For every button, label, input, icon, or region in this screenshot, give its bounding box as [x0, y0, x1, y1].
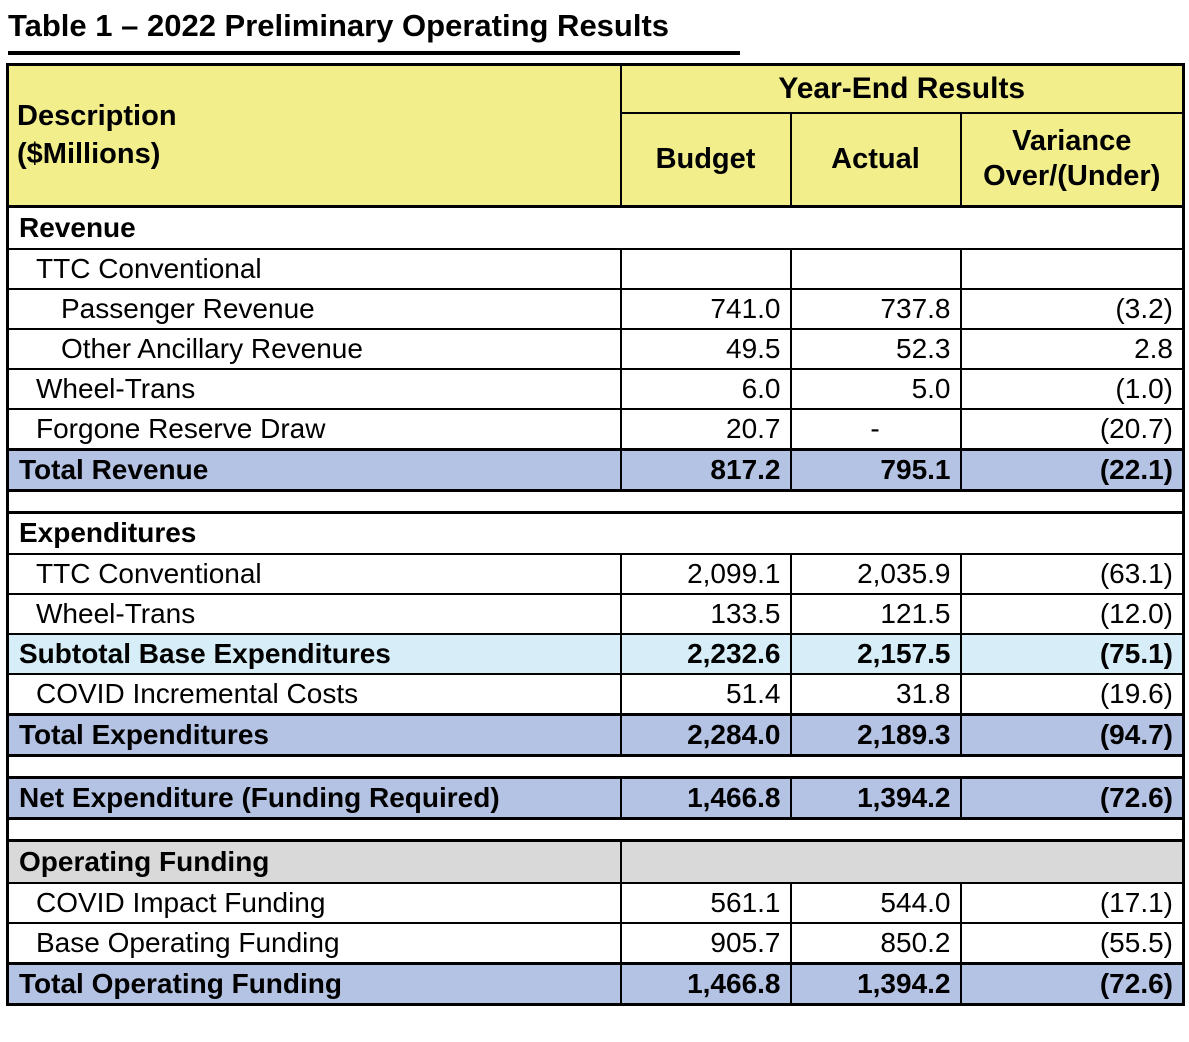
- actual-value: 795.1: [789, 447, 962, 492]
- table-row-base-operating-funding: Base Operating Funding 905.7 850.2 (55.5…: [6, 921, 1185, 964]
- variance-value: (72.6): [959, 961, 1185, 1006]
- variance-value: (72.6): [959, 776, 1185, 820]
- table-row-forgone-reserve-draw: Forgone Reserve Draw 20.7 - (20.7): [6, 407, 1185, 450]
- spacer-cell: [7, 755, 1184, 778]
- actual-value: 737.8: [789, 287, 962, 330]
- row-label: Passenger Revenue: [6, 287, 622, 330]
- row-label: COVID Incremental Costs: [6, 673, 622, 716]
- budget-value: 1,466.8: [619, 961, 792, 1006]
- header-group-row: Description ($Millions) Year-End Results: [6, 63, 1185, 208]
- budget-value: 20.7: [619, 407, 792, 450]
- table-title: Table 1 – 2022 Preliminary Operating Res…: [8, 8, 740, 55]
- section-label: Operating Funding: [6, 839, 622, 884]
- row-label: Wheel-Trans: [6, 367, 622, 410]
- section-header-row-operating-funding: Operating Funding: [6, 839, 1185, 884]
- budget-value: 2,232.6: [619, 633, 792, 675]
- budget-column-header: Budget: [619, 111, 792, 208]
- actual-value: 5.0: [789, 367, 962, 410]
- table-row-covid-impact-funding: COVID Impact Funding 561.1 544.0 (17.1): [6, 881, 1185, 924]
- row-label: Other Ancillary Revenue: [6, 327, 622, 370]
- actual-value: 2,035.9: [789, 553, 962, 595]
- row-label: Total Operating Funding: [6, 961, 622, 1006]
- actual-value: 31.8: [789, 673, 962, 716]
- actual-value: 2,189.3: [789, 713, 962, 757]
- row-label: Total Expenditures: [6, 713, 622, 757]
- variance-value: (1.0): [959, 367, 1185, 410]
- row-label: Net Expenditure (Funding Required): [6, 776, 622, 820]
- description-header-line1: Description: [17, 99, 177, 132]
- actual-value: 1,394.2: [789, 961, 962, 1006]
- variance-value: (22.1): [959, 447, 1185, 492]
- row-label: Total Revenue: [6, 447, 622, 492]
- budget-value: 1,466.8: [619, 776, 792, 820]
- budget-value: 817.2: [619, 447, 792, 492]
- row-label: Subtotal Base Expenditures: [6, 633, 622, 675]
- total-revenue-row: Total Revenue 817.2 795.1 (22.1): [6, 447, 1185, 492]
- budget-value: 741.0: [619, 287, 792, 330]
- actual-value: 850.2: [789, 921, 962, 964]
- row-label: COVID Impact Funding: [6, 881, 622, 924]
- description-column-header: Description ($Millions): [6, 63, 622, 208]
- variance-value: (17.1): [959, 881, 1185, 924]
- table-row-wheel-trans-expenditures: Wheel-Trans 133.5 121.5 (12.0): [6, 593, 1185, 635]
- spacer-row: [7, 755, 1184, 778]
- net-expenditure-row: Net Expenditure (Funding Required) 1,466…: [6, 776, 1185, 820]
- spacer-cell: [7, 818, 1184, 841]
- budget-value: [619, 247, 792, 290]
- actual-value: 52.3: [789, 327, 962, 370]
- budget-value: 49.5: [619, 327, 792, 370]
- variance-column-header: Variance Over/(Under): [959, 111, 1185, 208]
- table-row-ttc-conventional-expenditures: TTC Conventional 2,099.1 2,035.9 (63.1): [6, 553, 1185, 595]
- actual-value: [789, 247, 962, 290]
- variance-value: (3.2): [959, 287, 1185, 330]
- total-operating-funding-row: Total Operating Funding 1,466.8 1,394.2 …: [6, 961, 1185, 1006]
- actual-value: -: [789, 407, 962, 450]
- actual-value: 544.0: [789, 881, 962, 924]
- budget-value: 561.1: [619, 881, 792, 924]
- spacer-cell: [7, 490, 1184, 512]
- operating-results-table: Description ($Millions) Year-End Results…: [6, 63, 1185, 1006]
- description-header-line2: ($Millions): [17, 137, 161, 170]
- header-columns-row: Budget Actual Variance Over/(Under): [8, 111, 1185, 208]
- actual-value: 121.5: [789, 593, 962, 635]
- row-label: TTC Conventional: [6, 247, 622, 290]
- row-label: Forgone Reserve Draw: [6, 407, 622, 450]
- table-row-covid-incremental-costs: COVID Incremental Costs 51.4 31.8 (19.6): [6, 673, 1185, 716]
- spacer-row: [7, 490, 1184, 512]
- actual-column-header: Actual: [789, 111, 962, 208]
- actual-value: 2,157.5: [789, 633, 962, 675]
- variance-value: (55.5): [959, 921, 1185, 964]
- variance-value: (75.1): [959, 633, 1185, 675]
- budget-value: 6.0: [619, 367, 792, 410]
- section-header-row-revenue: Revenue: [6, 205, 1185, 250]
- table-row-wheel-trans-revenue: Wheel-Trans 6.0 5.0 (1.0): [6, 367, 1185, 410]
- section-label: Expenditures: [6, 510, 1185, 555]
- actual-value: 1,394.2: [789, 776, 962, 820]
- year-end-results-header: Year-End Results: [619, 63, 1185, 114]
- variance-value: (63.1): [959, 553, 1185, 595]
- table-row-passenger-revenue: Passenger Revenue 741.0 737.8 (3.2): [6, 287, 1185, 330]
- spacer-row: [7, 818, 1184, 841]
- variance-value: (12.0): [959, 593, 1185, 635]
- total-expenditures-row: Total Expenditures 2,284.0 2,189.3 (94.7…: [6, 713, 1185, 757]
- section-header-row-expenditures: Expenditures: [6, 510, 1185, 555]
- row-label: TTC Conventional: [6, 553, 622, 595]
- variance-value: 2.8: [959, 327, 1185, 370]
- variance-value: [959, 247, 1185, 290]
- budget-value: 133.5: [619, 593, 792, 635]
- section-empty-cell: [619, 839, 1185, 884]
- variance-value: (20.7): [959, 407, 1185, 450]
- budget-value: 2,284.0: [619, 713, 792, 757]
- budget-value: 2,099.1: [619, 553, 792, 595]
- budget-value: 51.4: [619, 673, 792, 716]
- subtotal-base-expenditures-row: Subtotal Base Expenditures 2,232.6 2,157…: [6, 633, 1185, 675]
- table-row-other-ancillary-revenue: Other Ancillary Revenue 49.5 52.3 2.8: [6, 327, 1185, 370]
- variance-value: (19.6): [959, 673, 1185, 716]
- row-label: Base Operating Funding: [6, 921, 622, 964]
- row-label: Wheel-Trans: [6, 593, 622, 635]
- section-label: Revenue: [6, 205, 1185, 250]
- table-row-ttc-conventional-revenue: TTC Conventional: [6, 247, 1185, 290]
- variance-value: (94.7): [959, 713, 1185, 757]
- budget-value: 905.7: [619, 921, 792, 964]
